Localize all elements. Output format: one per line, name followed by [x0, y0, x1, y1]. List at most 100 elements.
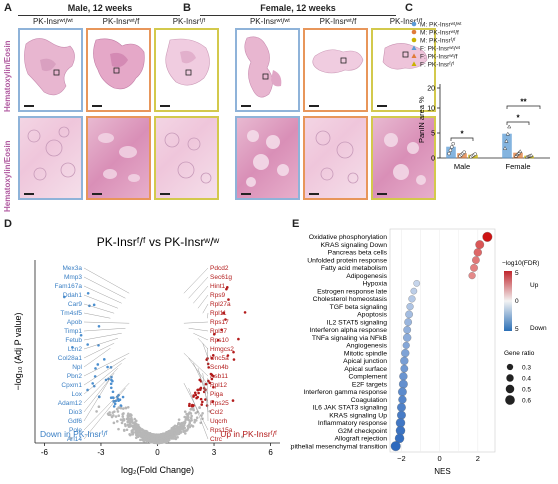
x-tick-label: 0	[155, 448, 160, 457]
data-point	[447, 151, 451, 156]
gene-label-up: Rpl11	[210, 310, 227, 317]
volcano-point	[231, 399, 235, 402]
volcano-point	[122, 412, 125, 415]
gene-leader-line	[83, 312, 111, 319]
gene-leader-line	[207, 348, 209, 368]
gene-leader-line	[193, 333, 209, 341]
pathway-dot	[398, 379, 408, 389]
volcano-point	[119, 418, 123, 421]
gene-label-up: Piga	[210, 391, 223, 398]
volcano-point	[94, 367, 97, 370]
volcano-point	[133, 417, 137, 421]
gene-label-down: Mex3a	[62, 265, 82, 272]
volcano-point	[177, 421, 180, 425]
volcano-point	[212, 332, 216, 336]
size-legend-label: 0.6	[522, 398, 531, 405]
gene-label-up: Sec61g	[210, 274, 232, 281]
histology-a-wt-overview	[18, 28, 83, 112]
scale-bar	[241, 193, 251, 195]
gene-leader-line	[83, 378, 111, 422]
x-axis-label: NES	[434, 467, 450, 476]
histology-b-wt-zoom	[235, 116, 300, 200]
volcano-point	[177, 425, 181, 429]
gene-label-up: Rps17	[210, 319, 229, 326]
pathway-dot	[400, 356, 409, 365]
gene-leader-line	[183, 267, 209, 294]
volcano-point	[93, 375, 97, 378]
gene-leader-line	[188, 276, 209, 299]
data-point	[505, 131, 510, 136]
pathway-dot	[413, 280, 421, 287]
gene-leader-line	[83, 357, 126, 386]
volcano-point	[186, 415, 189, 419]
volcano-point	[185, 412, 188, 416]
gene-leader-line	[193, 285, 209, 304]
y-tick-label: 10	[427, 106, 435, 113]
volcano-point	[201, 411, 204, 415]
gene-leader-line	[83, 348, 111, 368]
a-col-head-2: PK-Insrʷᵗ/f	[102, 17, 140, 26]
data-point	[502, 146, 508, 150]
volcano-point	[95, 410, 98, 413]
gene-label-down: Col28a1	[58, 355, 83, 362]
color-legend-tick: 0	[515, 298, 519, 305]
y-axis-label: PanIN area %	[417, 96, 426, 143]
histology-b-wtf-zoom	[303, 116, 368, 200]
gene-label-down: Cpxm1	[61, 382, 82, 389]
gene-leader-line	[197, 368, 209, 404]
volcano-point	[156, 434, 160, 438]
volcano-point	[112, 405, 116, 408]
volcano-point	[126, 420, 129, 424]
volcano-point	[120, 421, 124, 425]
data-point	[448, 148, 453, 153]
legend-label: F: PK-Insrʷᵗ/f	[420, 54, 458, 61]
gene-label-down: Arl14	[67, 436, 83, 443]
volcano-point	[97, 324, 101, 328]
volcano-point	[117, 414, 121, 418]
size-legend-dot	[506, 374, 514, 382]
volcano-point	[184, 432, 187, 435]
volcano-point	[129, 413, 132, 416]
volcano-point	[108, 411, 111, 414]
volcano-point	[186, 424, 190, 428]
volcano-point	[177, 427, 180, 431]
pathway-label: KRAS signaling Up	[329, 412, 387, 419]
data-point	[529, 153, 534, 157]
data-point	[518, 149, 523, 153]
gene-label-down: Car9	[68, 301, 82, 308]
volcano-point	[92, 384, 96, 388]
pathway-dot	[390, 441, 401, 452]
gene-label-down: Fetub	[65, 337, 82, 344]
gene-leader-line	[83, 294, 118, 309]
panel-label-c: C	[405, 2, 413, 14]
pathway-label: Fatty acid metabolism	[321, 265, 387, 272]
pathway-label: G2M checkpoint	[338, 428, 387, 435]
volcano-point	[142, 439, 146, 443]
volcano-point	[173, 424, 177, 428]
significance-label: *	[460, 130, 464, 139]
volcano-point	[127, 412, 130, 416]
histology-a-wt-zoom	[18, 116, 83, 200]
volcano-point	[134, 427, 137, 431]
volcano-point	[196, 388, 199, 392]
size-legend-dot	[506, 363, 514, 371]
volcano-point	[179, 431, 183, 434]
y-tick-label: 5	[431, 131, 435, 138]
data-point	[507, 124, 512, 129]
gene-label-down: Fam167a	[55, 283, 83, 290]
volcano-point	[114, 399, 118, 403]
volcano-point	[112, 396, 115, 399]
volcano-point	[185, 428, 189, 432]
pathway-label: Oxidative phosphorylation	[309, 234, 387, 241]
gene-label-down: Adam12	[58, 400, 83, 407]
volcano-point	[194, 393, 198, 397]
volcano-point	[97, 405, 101, 409]
volcano-point	[86, 292, 90, 295]
panel-c-chart: M: PK-Insrʷᵗ/ʷᵗM: PK-Insrʷᵗ/fM: PK-Insrᶠ…	[411, 22, 550, 171]
scale-bar	[92, 193, 102, 195]
pathway-label: Epithelial mesenchymal transition	[290, 443, 387, 450]
volcano-point	[111, 411, 115, 414]
volcano-point	[104, 378, 108, 382]
pathway-dot	[403, 333, 412, 342]
pathway-dot	[405, 310, 413, 319]
